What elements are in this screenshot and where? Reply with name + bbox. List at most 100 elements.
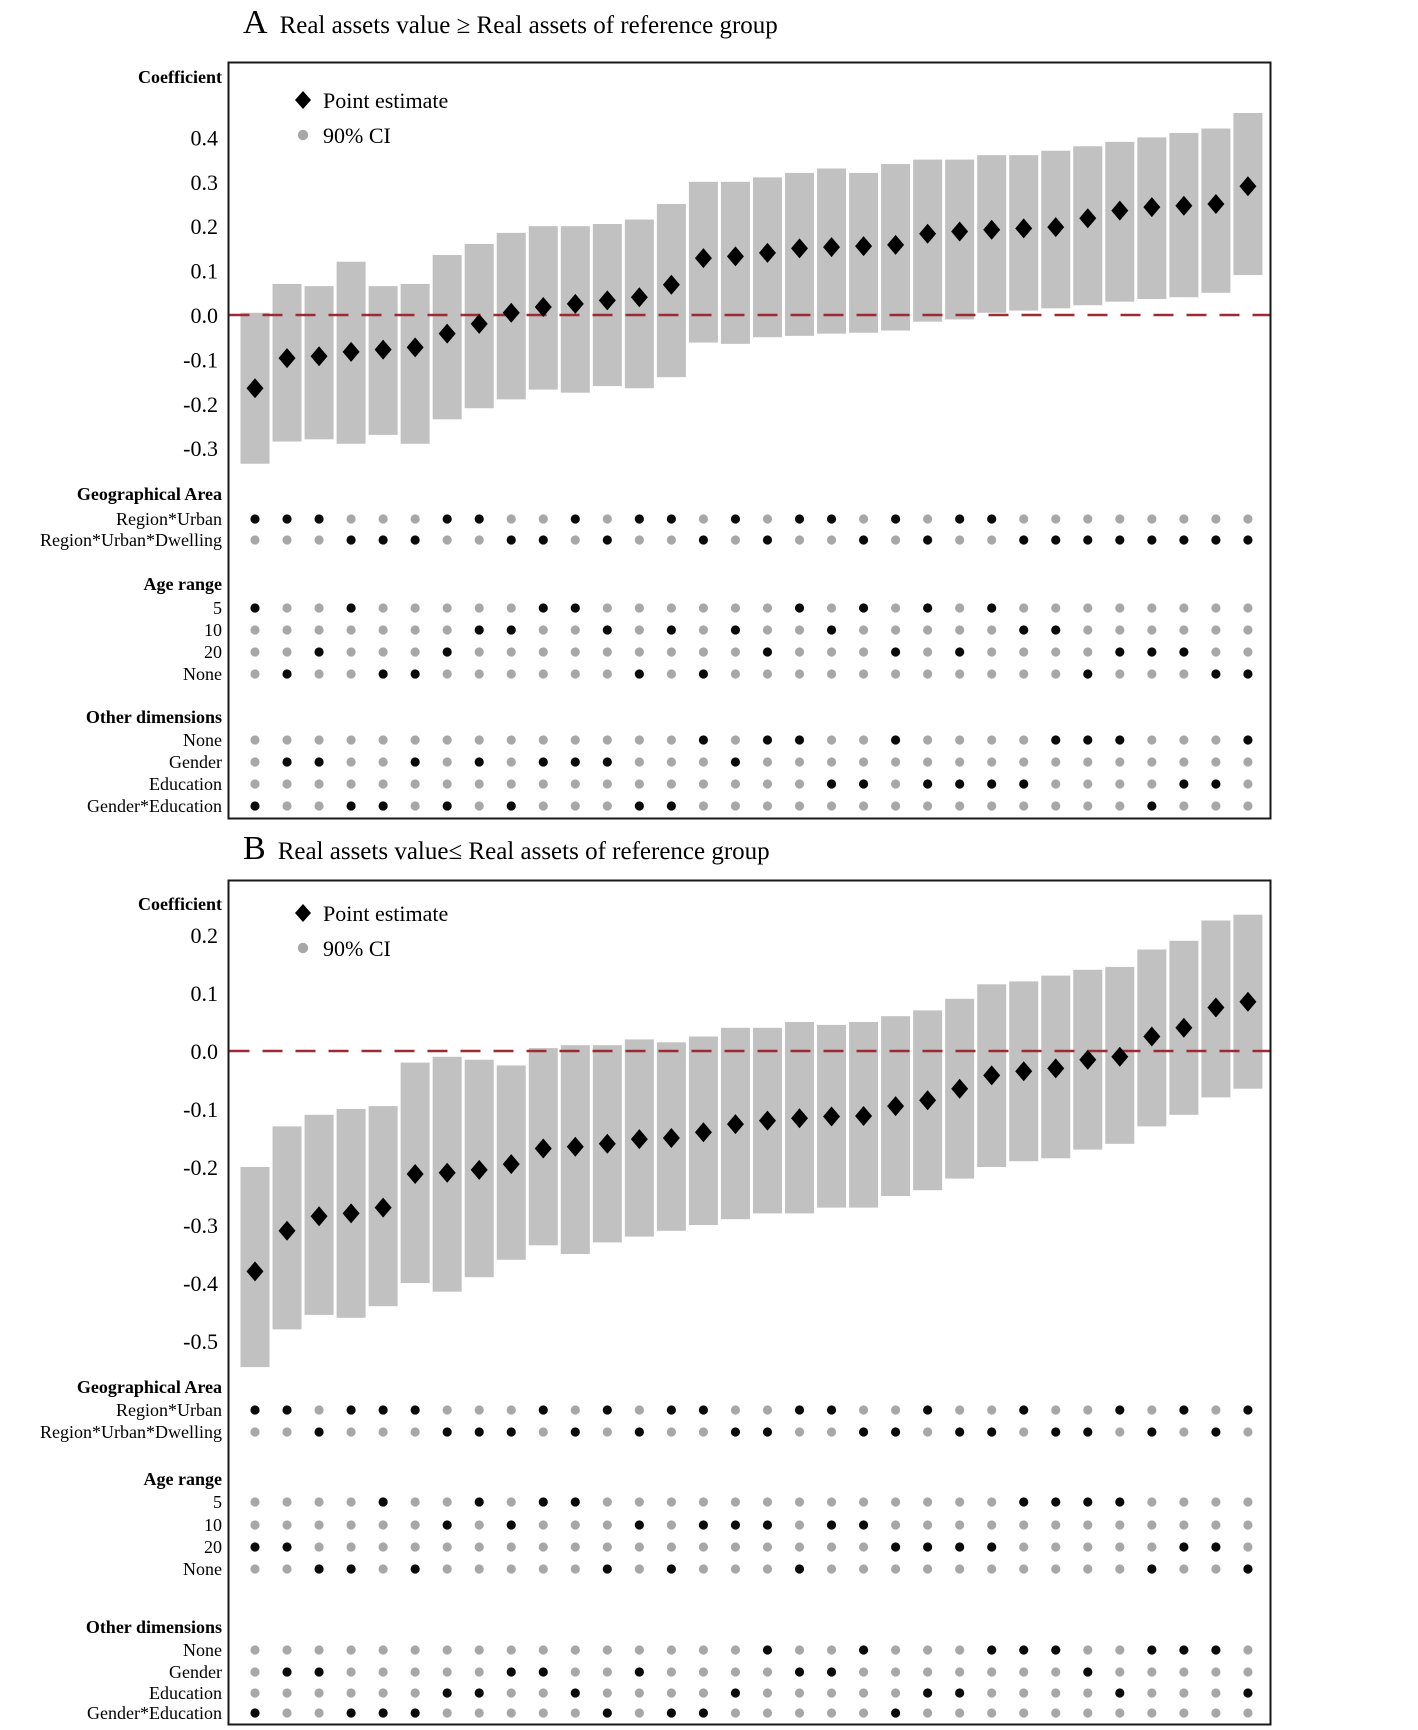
spec-dot: [826, 1667, 837, 1677]
spec-dot: [1211, 669, 1221, 679]
panel-a-title: A Real assets value ≥ Real assets of ref…: [243, 6, 778, 43]
spec-dot: [987, 1497, 997, 1507]
spec-dot: [858, 1520, 869, 1530]
spec-dot: [314, 1564, 324, 1574]
spec-dot: [506, 647, 516, 657]
spec-dot: [1083, 1427, 1093, 1437]
spec-dot: [1243, 603, 1253, 613]
spec-dot: [410, 647, 420, 657]
spec-dot: [378, 1708, 388, 1718]
ci-bar: [400, 283, 430, 444]
point-estimate-diamond: [598, 1133, 616, 1154]
spec-dot: [250, 757, 260, 767]
spec-dot: [378, 779, 388, 789]
y-tick-label: 0.2: [191, 214, 219, 239]
spec-dot: [666, 1520, 676, 1530]
point-estimate-diamond: [1239, 176, 1257, 197]
spec-dot: [1179, 1645, 1189, 1655]
spec-dot: [1083, 1667, 1093, 1677]
spec-dot: [378, 735, 388, 745]
spec-dot: [1083, 801, 1093, 811]
spec-dot: [1115, 801, 1125, 811]
spec-dot: [955, 757, 965, 767]
spec-dot: [346, 1542, 356, 1552]
spec-dot: [506, 1405, 516, 1415]
spec-dot: [1211, 1405, 1221, 1415]
spec-dot: [1179, 514, 1189, 524]
spec-dot: [1243, 1520, 1253, 1530]
spec-dot: [923, 801, 933, 811]
y-tick-label: 0.3: [191, 170, 219, 195]
spec-dot: [794, 603, 805, 613]
spec-dot: [282, 757, 292, 767]
spec-dot: [698, 779, 709, 789]
spec-dot: [474, 1645, 484, 1655]
point-estimate-diamond: [887, 234, 905, 255]
spec-dot: [314, 514, 324, 524]
spec-dot: [602, 1520, 612, 1530]
spec-dot: [442, 801, 452, 811]
spec-dot: [346, 669, 356, 679]
spec-dot: [1179, 1405, 1189, 1415]
spec-dot: [410, 1645, 420, 1655]
spec-dot: [250, 735, 260, 745]
spec-dot: [634, 1645, 644, 1655]
point-estimate-diamond: [1047, 217, 1065, 238]
spec-dot: [1083, 1542, 1093, 1552]
spec-dot: [858, 1708, 869, 1718]
spec-dot: [1243, 514, 1253, 524]
spec-dot: [1083, 669, 1093, 679]
spec-dot: [891, 647, 901, 657]
point-estimate-diamond: [630, 287, 648, 308]
spec-dot: [698, 735, 709, 745]
spec-dot: [730, 669, 741, 679]
spec-dot: [955, 1667, 965, 1677]
point-estimate-diamond: [726, 246, 744, 267]
spec-dot: [858, 779, 869, 789]
y-tick-label: 0.0: [191, 1039, 219, 1064]
spec-dot: [282, 1667, 292, 1677]
point-estimate-diamond: [1175, 195, 1193, 216]
point-estimate-diamond: [438, 1162, 456, 1183]
spec-dot: [1115, 647, 1125, 657]
point-estimate-diamond: [758, 242, 776, 263]
spec-dot: [410, 779, 420, 789]
spec-dot: [762, 1708, 773, 1718]
spec-dot: [442, 1667, 452, 1677]
spec-dot: [1051, 647, 1061, 657]
spec-dot: [282, 735, 292, 745]
spec-dot: [250, 1542, 260, 1552]
spec-dot: [666, 1564, 676, 1574]
spec-dot: [987, 1564, 997, 1574]
spec-dot: [314, 669, 324, 679]
spec-dot: [762, 1564, 773, 1574]
spec-dot: [1211, 1708, 1221, 1718]
spec-dot: [826, 535, 837, 545]
spec-dot: [762, 1688, 773, 1698]
spec-dot: [1211, 1497, 1221, 1507]
spec-dot: [570, 1708, 580, 1718]
spec-dot: [410, 535, 420, 545]
point-estimate-diamond: [406, 1163, 424, 1184]
spec-dot: [442, 1645, 452, 1655]
spec-dot: [506, 1667, 516, 1677]
spec-dot: [1051, 514, 1061, 524]
spec-dot: [506, 1542, 516, 1552]
spec-dot: [1019, 779, 1029, 789]
legend-point-estimate-icon: [295, 91, 311, 109]
spec-dot: [955, 1542, 965, 1552]
spec-dot: [826, 603, 837, 613]
spec-dot: [698, 1405, 709, 1415]
point-estimate-diamond: [855, 1105, 873, 1126]
spec-dot: [570, 1405, 580, 1415]
spec-dot: [1147, 625, 1157, 635]
spec-dot: [858, 801, 869, 811]
spec-dot: [1115, 1667, 1125, 1677]
spec-dot: [634, 669, 644, 679]
spec-dot: [538, 514, 548, 524]
spec-dot: [730, 603, 741, 613]
spec-dot: [730, 1405, 741, 1415]
y-tick-label: 0.1: [191, 981, 219, 1006]
y-axis-label: Coefficient: [138, 67, 222, 87]
spec-dot: [858, 1645, 869, 1655]
